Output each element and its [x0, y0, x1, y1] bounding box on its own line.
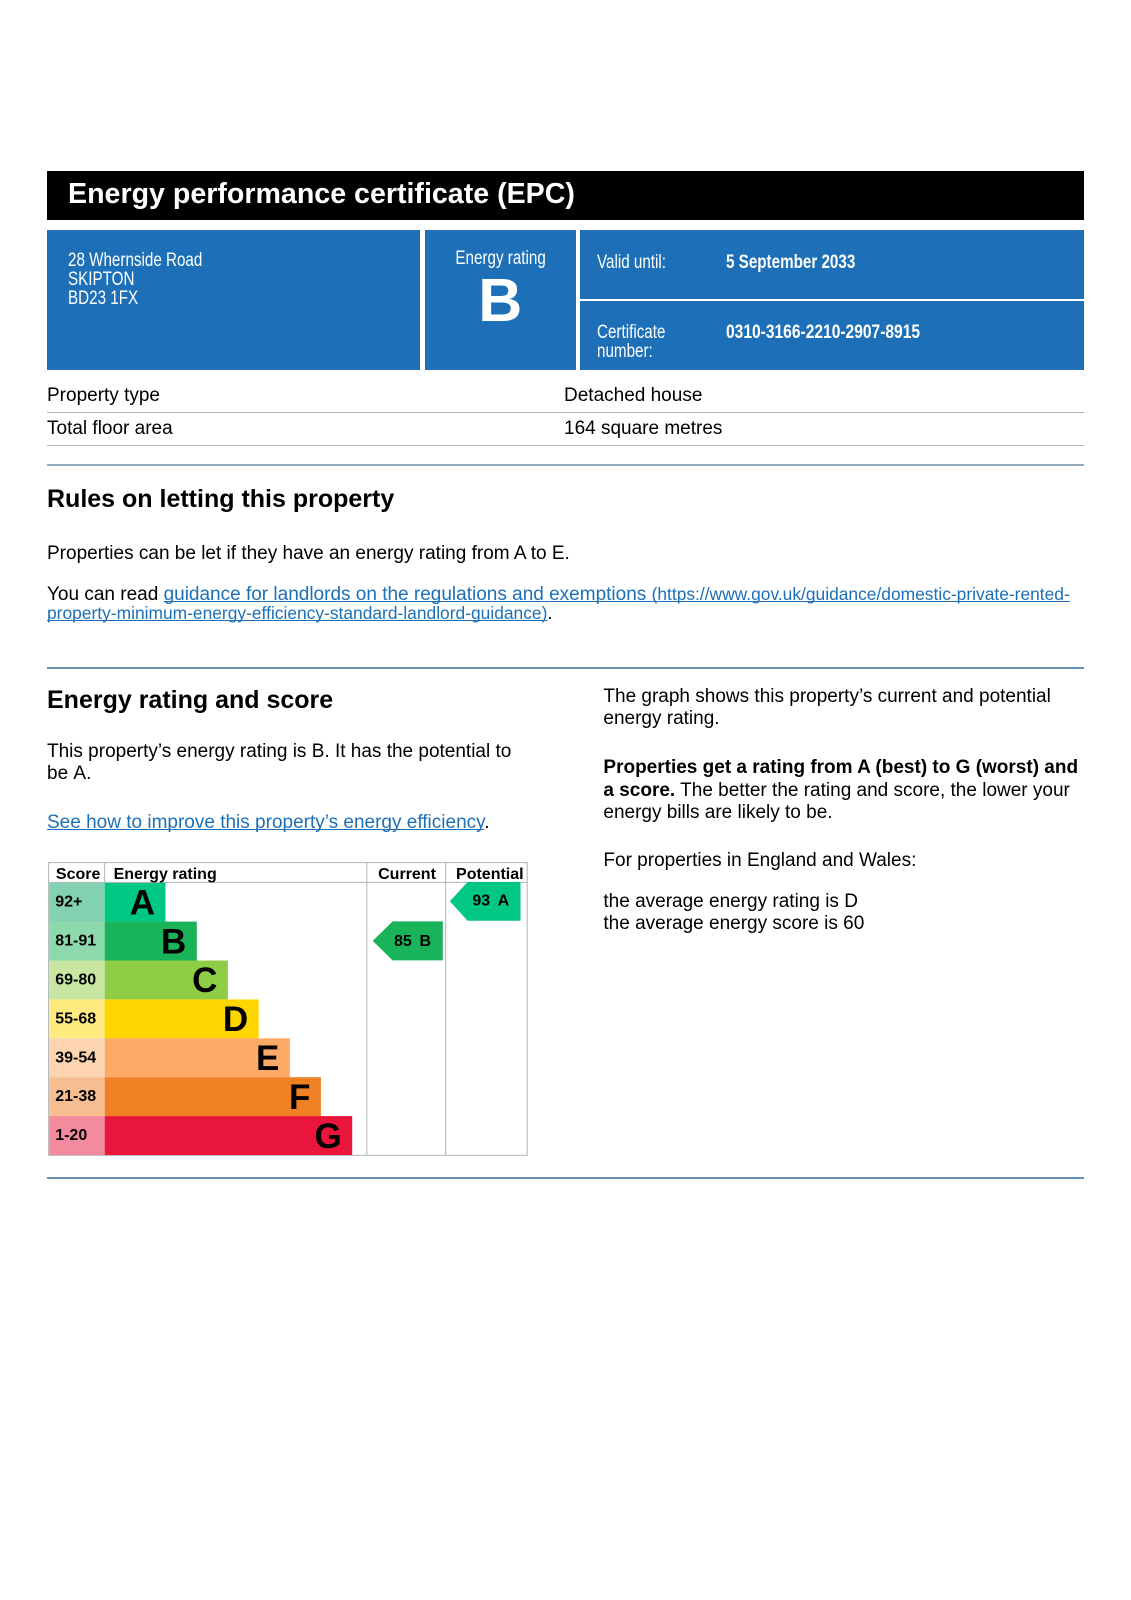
svg-text:39-54: 39-54: [55, 1049, 96, 1066]
svg-text:55-68: 55-68: [55, 1010, 96, 1027]
svg-text:Score: Score: [56, 866, 101, 883]
svg-text:G: G: [314, 1117, 341, 1156]
svg-text:Energy rating: Energy rating: [114, 866, 217, 883]
svg-text:Potential: Potential: [456, 866, 524, 883]
svg-text:A: A: [498, 893, 510, 910]
svg-text:F: F: [289, 1078, 310, 1117]
svg-text:81-91: 81-91: [55, 932, 96, 949]
svg-text:92+: 92+: [55, 894, 82, 911]
svg-text:1-20: 1-20: [55, 1127, 87, 1144]
svg-text:69-80: 69-80: [55, 971, 96, 988]
svg-text:A: A: [130, 883, 155, 922]
svg-text:C: C: [192, 961, 217, 1000]
svg-text:B: B: [420, 933, 432, 950]
svg-text:D: D: [223, 1000, 248, 1039]
svg-text:93: 93: [472, 893, 490, 910]
svg-text:E: E: [256, 1039, 279, 1078]
svg-text:Current: Current: [378, 866, 436, 883]
svg-text:85: 85: [394, 933, 412, 950]
svg-text:21-38: 21-38: [55, 1088, 96, 1105]
svg-text:B: B: [161, 922, 186, 961]
